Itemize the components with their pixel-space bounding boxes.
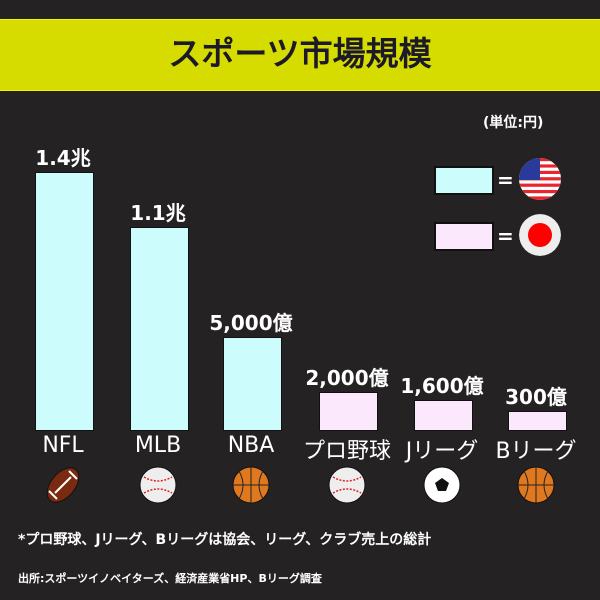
category-label: Jリーグ xyxy=(405,439,479,464)
japan-flag-icon xyxy=(519,214,561,256)
footnote: *プロ野球、Jリーグ、Bリーグは協会、リーグ、クラブ売上の総計 xyxy=(18,532,432,548)
data-label: 300億 xyxy=(505,385,567,409)
legend-equals: = xyxy=(497,224,514,248)
data-label: 2,000億 xyxy=(305,366,389,391)
legend-swatch-japan xyxy=(434,222,494,251)
category-label: プロ野球 xyxy=(302,439,391,464)
bar-2 xyxy=(130,227,189,431)
category-label: Bリーグ xyxy=(495,439,577,464)
football-icon xyxy=(43,465,83,505)
data-label: 5,000億 xyxy=(209,311,293,336)
bar-4 xyxy=(319,392,378,431)
data-label: 1,600億 xyxy=(400,373,484,398)
category-label: NFL xyxy=(42,433,84,458)
bar-3 xyxy=(223,337,282,431)
soccer-ball-icon xyxy=(422,465,462,505)
chart-title: スポーツ市場規模 xyxy=(168,34,432,73)
usa-flag-icon xyxy=(519,158,561,200)
data-label: 1.1兆 xyxy=(130,201,186,226)
baseball-icon xyxy=(327,465,367,505)
category-label: NBA xyxy=(227,433,275,458)
bar-5 xyxy=(414,399,473,431)
data-label: 1.4兆 xyxy=(35,146,91,170)
bar-6 xyxy=(508,411,567,431)
title-band xyxy=(0,19,600,91)
legend-swatch-usa xyxy=(434,166,494,195)
source-note: 出所:スポーツイノベイターズ、経済産業省HP、Bリーグ調査 xyxy=(18,572,322,585)
basketball-icon xyxy=(231,465,271,505)
category-label: MLB xyxy=(134,433,182,458)
legend-equals: = xyxy=(497,168,514,192)
bar-1 xyxy=(35,172,94,431)
baseball-icon xyxy=(138,465,178,505)
unit-label: (単位:円) xyxy=(483,115,544,131)
basketball-icon xyxy=(516,465,556,505)
